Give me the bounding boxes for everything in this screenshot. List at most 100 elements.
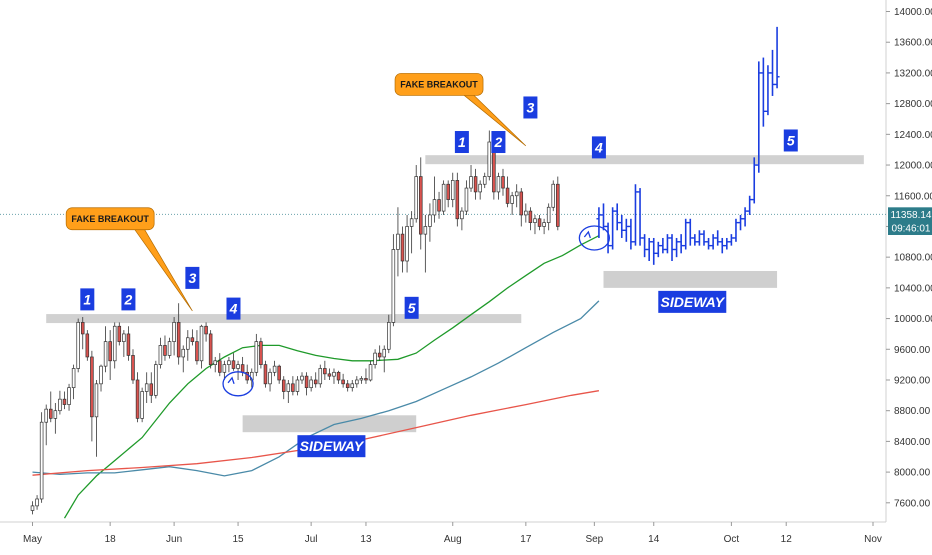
candle bbox=[396, 207, 400, 277]
candle-body bbox=[231, 360, 236, 369]
wave-label-box bbox=[491, 131, 506, 154]
x-tick-label: May bbox=[23, 534, 42, 545]
candle-body bbox=[172, 322, 176, 342]
moving-average-line bbox=[32, 300, 600, 477]
candle-body bbox=[313, 379, 318, 385]
candles-layer bbox=[30, 130, 560, 515]
candle bbox=[254, 333, 259, 377]
candle bbox=[501, 168, 505, 196]
candle-body bbox=[327, 373, 332, 377]
projection-bar bbox=[760, 57, 766, 127]
resistance-line bbox=[425, 155, 864, 165]
candle-body bbox=[405, 226, 409, 262]
projection-bar bbox=[674, 237, 680, 258]
candle-body bbox=[364, 378, 368, 381]
projection-bar bbox=[596, 207, 602, 238]
candle-body bbox=[218, 360, 222, 373]
candle-body bbox=[281, 379, 286, 392]
candle-body bbox=[90, 356, 94, 418]
projection-bar bbox=[774, 26, 780, 89]
candle bbox=[528, 207, 533, 231]
candle bbox=[291, 376, 295, 396]
candle bbox=[94, 379, 99, 457]
sideway-label: SIDEWAY bbox=[297, 435, 366, 458]
candle bbox=[213, 356, 217, 373]
x-tick-label: Jul bbox=[305, 534, 318, 545]
candle-body bbox=[355, 379, 359, 385]
candle-body bbox=[478, 183, 482, 193]
candle bbox=[460, 207, 464, 231]
candle bbox=[80, 317, 85, 350]
candle bbox=[90, 350, 94, 442]
candle-body bbox=[286, 383, 291, 392]
candle-body bbox=[496, 176, 501, 193]
wave-label-text: 3 bbox=[188, 270, 196, 286]
candle bbox=[272, 360, 277, 377]
projection-bar bbox=[724, 237, 730, 250]
candle bbox=[222, 360, 227, 380]
candle-body bbox=[135, 379, 140, 419]
candle-body bbox=[213, 360, 217, 365]
y-tick-label: 9200.00 bbox=[894, 375, 931, 386]
candle-body bbox=[71, 368, 76, 389]
circle-annotation-arrow bbox=[583, 230, 591, 239]
candle bbox=[204, 322, 208, 342]
candle bbox=[450, 172, 455, 208]
candle-body bbox=[80, 322, 85, 335]
candle-body bbox=[528, 210, 533, 223]
projection-bar bbox=[733, 218, 739, 242]
sideway-zone bbox=[242, 415, 417, 433]
sideway-label: SIDEWAY bbox=[658, 290, 727, 313]
wave-label-box bbox=[523, 96, 538, 119]
sideway-label-box bbox=[658, 290, 727, 313]
candle-body bbox=[236, 364, 240, 369]
candle bbox=[263, 360, 268, 388]
resistance-line bbox=[46, 314, 522, 324]
wave-label: 4 bbox=[591, 136, 606, 159]
candle bbox=[44, 404, 48, 446]
candle-body bbox=[199, 325, 204, 362]
candle bbox=[277, 364, 281, 384]
wave-label-text: 5 bbox=[787, 132, 795, 148]
x-tick-label: Sep bbox=[585, 534, 603, 545]
candle bbox=[99, 364, 103, 392]
candle-body bbox=[469, 176, 473, 189]
x-tick-label: 18 bbox=[105, 534, 117, 545]
sideway-label-box bbox=[297, 435, 366, 458]
wave-label-box bbox=[226, 297, 241, 320]
price-tag: 09:46:01 bbox=[888, 220, 932, 235]
candle bbox=[505, 176, 510, 208]
candle bbox=[510, 191, 514, 215]
candle-body bbox=[254, 341, 259, 373]
circle-annotation-arrow bbox=[227, 376, 235, 385]
candle bbox=[149, 372, 154, 404]
candle bbox=[126, 326, 131, 361]
candle bbox=[117, 322, 122, 346]
candle-body bbox=[460, 210, 464, 220]
candle bbox=[350, 379, 355, 392]
candle bbox=[327, 368, 332, 380]
candle-body bbox=[414, 176, 418, 220]
candle-body bbox=[359, 378, 364, 381]
candle bbox=[432, 176, 437, 223]
candle bbox=[30, 501, 35, 515]
candle-body bbox=[58, 398, 62, 412]
projection-bar bbox=[706, 237, 712, 250]
x-tick-label: 17 bbox=[520, 534, 532, 545]
circle-annotation bbox=[222, 371, 254, 397]
projection-bar bbox=[664, 234, 670, 254]
projection-bar bbox=[738, 214, 744, 231]
price-tag-box bbox=[888, 220, 932, 235]
candle bbox=[464, 180, 469, 215]
candle-body bbox=[158, 345, 163, 365]
y-tick-label: 10000.00 bbox=[894, 314, 932, 325]
candle-body bbox=[44, 408, 48, 423]
candle bbox=[437, 191, 441, 219]
candle-body bbox=[181, 348, 186, 358]
candle bbox=[140, 387, 144, 423]
candle bbox=[167, 337, 172, 359]
y-tick-label: 8400.00 bbox=[894, 437, 931, 448]
